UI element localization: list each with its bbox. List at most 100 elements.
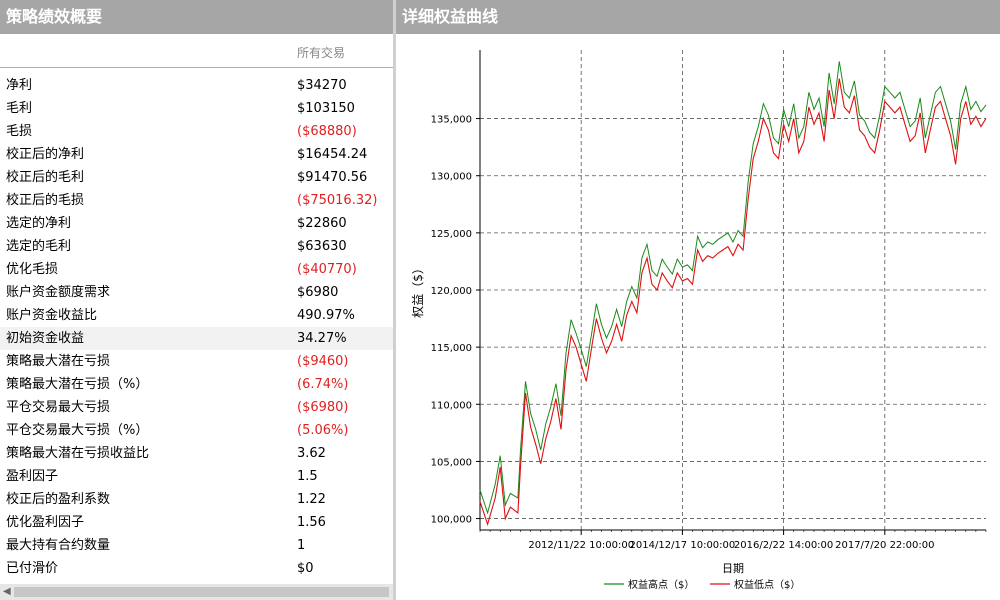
chart-series xyxy=(479,61,987,527)
row-value: ($9460) xyxy=(297,354,349,369)
row-label: 校正后的盈利系数 xyxy=(6,492,111,507)
row-value: $16454.24 xyxy=(297,147,368,162)
row-value: $6980 xyxy=(297,285,339,300)
row-label: 策略最大潜在亏损 xyxy=(6,354,111,369)
y-tick-label: 100,000 xyxy=(431,515,472,526)
row-value: 1.22 xyxy=(297,492,326,507)
row-value: 34.27% xyxy=(297,331,347,346)
y-tick-label: 110,000 xyxy=(431,400,472,411)
column-header-rule xyxy=(0,67,393,68)
x-tick-label: 2014/12/17 10:00:00 xyxy=(630,540,736,551)
chart-grid xyxy=(480,50,986,530)
row-label: 账户资金收益比 xyxy=(6,308,98,323)
summary-title: 策略绩效概要 xyxy=(0,0,393,34)
scroll-left-icon[interactable]: ◀ xyxy=(3,586,11,597)
row-label: 初始资金收益 xyxy=(6,331,85,346)
x-tick-label: 2012/11/22 10:00:00 xyxy=(528,540,634,551)
series-line-high xyxy=(479,61,987,515)
performance-summary-panel: 策略绩效概要 所有交易 净利 $34270 毛利 $103150 毛损 ($68880) 校… xyxy=(0,0,393,600)
x-tick-label: 2017/7/20 22:00:00 xyxy=(835,540,934,551)
row-label: 优化毛损 xyxy=(6,262,59,277)
row-label: 已付滑价 xyxy=(6,561,59,576)
row-label: 盈利因子 xyxy=(6,469,59,484)
legend-label: 权益高点（$） xyxy=(628,578,694,591)
row-label: 毛损 xyxy=(6,124,33,139)
series-line-low xyxy=(479,78,987,527)
y-axis-label: 权益（$） xyxy=(411,262,425,318)
row-value: ($6980) xyxy=(297,400,349,415)
chart-labels: 100,000 105,000 110,000 115,000 120,000 125,0… xyxy=(411,115,934,575)
row-value: $34270 xyxy=(297,78,347,93)
table-row[interactable]: 校正后的净利 $16454.24 xyxy=(0,143,393,166)
y-tick-label: 130,000 xyxy=(431,172,472,183)
row-value: 1 xyxy=(297,538,306,553)
row-label: 策略最大潜在亏损收益比 xyxy=(6,446,150,461)
table-row[interactable]: 校正后的毛利 $91470.56 xyxy=(0,166,393,189)
scrollbar-thumb[interactable] xyxy=(14,587,389,597)
row-value: $91470.56 xyxy=(297,170,368,185)
row-value: ($68880) xyxy=(297,124,357,139)
table-row[interactable]: 选定的毛利 $63630 xyxy=(0,235,393,258)
y-tick-label: 135,000 xyxy=(431,115,472,126)
row-label: 策略最大潜在亏损（%） xyxy=(6,377,149,392)
table-row[interactable]: 毛利 $103150 xyxy=(0,97,393,120)
y-tick-label: 115,000 xyxy=(431,343,472,354)
table-row[interactable]: 校正后的毛损 ($75016.32) xyxy=(0,189,393,212)
table-row[interactable]: 策略最大潜在亏损（%） (6.74%) xyxy=(0,373,393,396)
y-tick-label: 125,000 xyxy=(431,229,472,240)
row-value: 3.62 xyxy=(297,446,326,461)
table-row[interactable]: 账户资金额度需求 $6980 xyxy=(0,281,393,304)
row-label: 校正后的毛利 xyxy=(6,170,85,185)
row-label: 优化盈利因子 xyxy=(6,515,85,530)
row-label: 净利 xyxy=(6,78,33,93)
table-row[interactable]: 盈利因子 1.5 xyxy=(0,465,393,488)
row-label: 平仓交易最大亏损（%） xyxy=(6,423,149,438)
y-tick-label: 105,000 xyxy=(431,457,472,468)
horizontal-scrollbar[interactable]: ◀ xyxy=(0,584,393,600)
table-row[interactable]: 初始资金收益 34.27% xyxy=(0,327,393,350)
panel-splitter[interactable] xyxy=(393,0,396,600)
row-label: 校正后的毛损 xyxy=(6,193,85,208)
equity-curve-title: 详细权益曲线 xyxy=(396,0,1000,34)
equity-curve-panel: 详细权益曲线 100,000 105,000 110,000 115,000 120,0… xyxy=(396,0,1000,600)
row-label: 选定的毛利 xyxy=(6,239,72,254)
table-row[interactable]: 平仓交易最大亏损 ($6980) xyxy=(0,396,393,419)
row-value: ($40770) xyxy=(297,262,357,277)
column-header-all-trades[interactable]: 所有交易 xyxy=(297,46,346,60)
legend-label: 权益低点（$） xyxy=(734,578,800,591)
row-value: $0 xyxy=(297,561,314,576)
row-label: 账户资金额度需求 xyxy=(6,285,111,300)
row-value: 490.97% xyxy=(297,308,355,323)
row-value: ($75016.32) xyxy=(297,193,378,208)
table-row[interactable]: 净利 $34270 xyxy=(0,74,393,97)
row-value: $103150 xyxy=(297,101,355,116)
row-value: $63630 xyxy=(297,239,347,254)
row-value: (6.74%) xyxy=(297,377,349,392)
table-row[interactable]: 策略最大潜在亏损 ($9460) xyxy=(0,350,393,373)
table-row[interactable]: 策略最大潜在亏损收益比 3.62 xyxy=(0,442,393,465)
row-label: 平仓交易最大亏损 xyxy=(6,400,111,415)
row-value: 1.5 xyxy=(297,469,318,484)
chart-legend: 权益高点（$） 权益低点（$） xyxy=(604,578,800,591)
row-label: 校正后的净利 xyxy=(6,147,85,162)
table-row[interactable]: 优化毛损 ($40770) xyxy=(0,258,393,281)
row-label: 最大持有合约数量 xyxy=(6,538,111,553)
table-row[interactable]: 选定的净利 $22860 xyxy=(0,212,393,235)
table-row[interactable]: 平仓交易最大亏损（%） (5.06%) xyxy=(0,419,393,442)
row-value: (5.06%) xyxy=(297,423,349,438)
table-row[interactable]: 账户资金收益比 490.97% xyxy=(0,304,393,327)
table-row[interactable]: 校正后的盈利系数 1.22 xyxy=(0,488,393,511)
chart-axes xyxy=(476,50,987,535)
table-row[interactable]: 最大持有合约数量 1 xyxy=(0,534,393,557)
table-row[interactable]: 优化盈利因子 1.56 xyxy=(0,511,393,534)
x-axis-label: 日期 xyxy=(722,562,744,575)
x-tick-label: 2016/2/22 14:00:00 xyxy=(734,540,833,551)
y-tick-label: 120,000 xyxy=(431,286,472,297)
table-row[interactable]: 已付滑价 $0 xyxy=(0,557,393,580)
summary-table: 净利 $34270 毛利 $103150 毛损 ($68880) 校正后的净利 $16454.… xyxy=(0,74,393,580)
table-row[interactable]: 毛损 ($68880) xyxy=(0,120,393,143)
equity-chart[interactable]: 100,000 105,000 110,000 115,000 120,000 125,0… xyxy=(396,34,1000,600)
row-value: 1.56 xyxy=(297,515,326,530)
row-label: 选定的净利 xyxy=(6,216,72,231)
row-value: $22860 xyxy=(297,216,347,231)
